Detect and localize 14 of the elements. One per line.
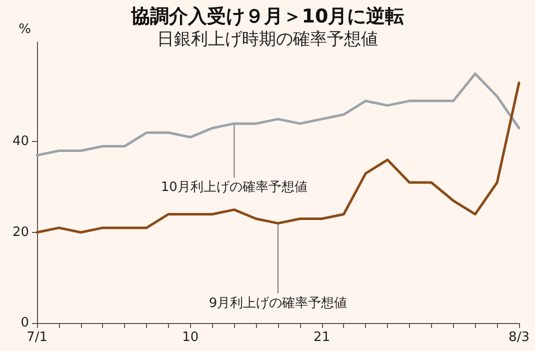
line-series [36,72,520,157]
y-tick-label: 20 [12,224,29,240]
x-tick-label: 7/1 [26,330,48,345]
text: 10月利上げの確率予想値 [160,179,308,196]
x-tick-label: 10 [182,330,199,345]
y-tick-label: 40 [12,134,29,150]
text: 9月利上げの確率予想値 [208,294,348,311]
chart-title: 協調介入受け９月＞10月に逆転 [130,6,404,28]
chart-subtitle: 日銀利上げ時期の確率予想値 [157,30,378,50]
x-tick-label: 8/3 [508,330,530,345]
y-tick-label: 0 [20,316,29,330]
line-series [36,82,520,234]
y-axis-title: % [18,22,31,37]
x-tick-label: 21 [314,330,330,345]
